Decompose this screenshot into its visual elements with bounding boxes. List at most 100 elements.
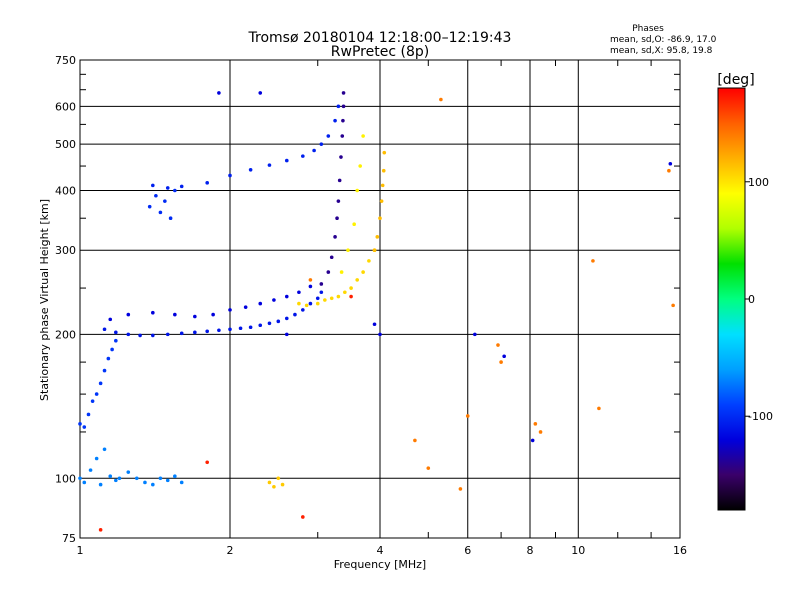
data-point [355, 278, 359, 282]
data-point [280, 482, 285, 487]
data-point [98, 482, 103, 487]
data-point [243, 305, 248, 309]
data-point [340, 134, 345, 138]
y-tick-label: 300 [55, 244, 76, 257]
data-point [143, 480, 147, 485]
data-point [304, 303, 309, 308]
data-point [308, 301, 313, 306]
data-point [293, 312, 297, 317]
data-point [126, 312, 131, 317]
data-point [205, 181, 209, 185]
data-point [205, 329, 209, 334]
data-point [367, 259, 371, 263]
data-point [86, 412, 91, 417]
data-point [117, 476, 122, 481]
data-point [301, 154, 305, 158]
data-point [179, 480, 184, 485]
data-point [326, 270, 331, 274]
data-points-layer [78, 91, 675, 532]
data-point [323, 298, 327, 302]
stats-line-x: mean, sd,X: 95.8, 19.8 [610, 46, 713, 56]
plot-area [78, 59, 681, 539]
data-point [126, 332, 131, 337]
data-point [667, 168, 671, 173]
y-tick-label: 400 [55, 184, 76, 197]
data-point [151, 482, 155, 487]
data-point [228, 308, 232, 312]
data-point [379, 199, 384, 203]
colorbar [717, 87, 746, 511]
data-point [372, 322, 377, 327]
data-point [301, 515, 305, 519]
data-point [473, 332, 477, 337]
data-point [267, 480, 272, 485]
data-point [193, 314, 197, 319]
data-point [378, 332, 382, 337]
data-point [267, 321, 272, 326]
data-point [439, 97, 443, 102]
data-point [102, 327, 107, 332]
data-point [102, 447, 107, 452]
colorbar-tick-label: 0 [748, 293, 755, 306]
stats-line-o: mean, sd,O: -86.9, 17.0 [610, 35, 717, 45]
chart-title-line1: Tromsø 20180104 12:18:00–12:19:43 [248, 30, 512, 46]
x-tick-label: 1 [77, 544, 84, 557]
data-point [496, 343, 500, 347]
data-point [668, 161, 673, 166]
data-point [248, 325, 253, 330]
data-point [163, 199, 167, 203]
data-point [173, 312, 177, 317]
y-tick-label: 75 [62, 532, 76, 545]
data-point [312, 148, 316, 153]
data-point [343, 290, 347, 295]
data-point [341, 104, 346, 109]
data-point [308, 278, 313, 282]
data-point [297, 290, 301, 295]
data-point [284, 158, 289, 163]
data-point [381, 168, 386, 173]
data-point [205, 460, 209, 465]
data-point [90, 399, 95, 403]
data-point [98, 528, 103, 532]
data-point [258, 91, 263, 95]
data-point [154, 193, 158, 198]
data-point [147, 204, 152, 209]
y-tick-label: 200 [55, 328, 76, 341]
data-point [297, 301, 301, 306]
data-point [284, 316, 289, 321]
data-point [382, 150, 387, 155]
data-point [361, 270, 365, 274]
data-point [82, 425, 87, 429]
x-tick-label: 10 [571, 544, 585, 557]
data-point [372, 248, 377, 253]
data-point [78, 422, 82, 426]
data-point [179, 331, 184, 336]
data-point [533, 422, 538, 426]
data-point [349, 286, 353, 290]
data-point [272, 298, 276, 302]
data-point [258, 323, 263, 328]
data-point [108, 317, 113, 322]
data-point [238, 326, 243, 331]
data-point [502, 354, 506, 359]
data-point [326, 134, 331, 138]
data-point [329, 255, 334, 260]
data-point [106, 356, 111, 361]
data-point [193, 330, 197, 335]
data-point [151, 183, 155, 188]
x-tick-label: 2 [227, 544, 234, 557]
data-point [319, 290, 324, 295]
data-point [217, 328, 221, 333]
data-point [336, 104, 341, 109]
colorbar-unit: [deg] [717, 72, 754, 88]
data-point [591, 259, 595, 263]
data-point [158, 476, 163, 481]
data-point [336, 199, 341, 203]
data-point [114, 330, 118, 335]
data-point [173, 474, 177, 479]
colorbar-ticks: 100 0 -100 [745, 176, 773, 423]
data-point [276, 319, 281, 324]
stats-heading: Phases [632, 24, 664, 34]
data-point [151, 310, 155, 315]
data-point [102, 368, 107, 373]
